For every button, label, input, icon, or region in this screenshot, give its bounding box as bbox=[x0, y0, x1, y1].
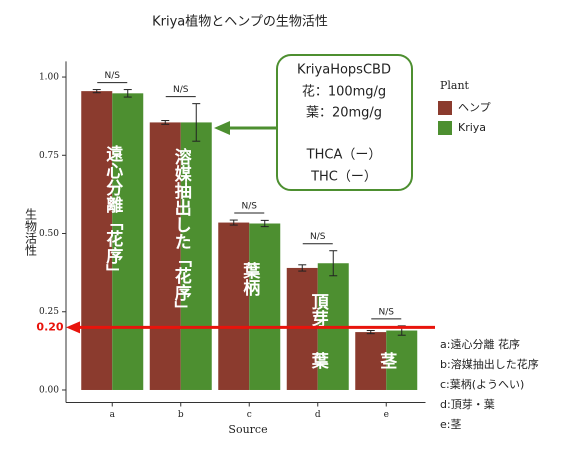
note: c:葉柄(ようへい) bbox=[440, 377, 524, 391]
significance-label: N/S bbox=[310, 232, 326, 242]
x-axis-label: Source bbox=[228, 423, 267, 436]
callout-text: THCA（ー） bbox=[306, 148, 382, 163]
bar-label: 葉柄 bbox=[239, 261, 261, 297]
legend-title: Plant bbox=[440, 79, 470, 92]
y-tick-label: 1.00 bbox=[39, 73, 59, 83]
legend-swatch bbox=[438, 121, 452, 135]
callout-text: 花：100mg/g bbox=[302, 84, 386, 100]
chart-title: Kriya植物とヘンプの生物活性 bbox=[152, 15, 328, 30]
legend-label: ヘンプ bbox=[458, 101, 491, 114]
significance-label: N/S bbox=[242, 202, 258, 212]
note: a:遠心分離 花序 bbox=[440, 337, 520, 351]
callout-text: 葉：20mg/g bbox=[306, 106, 382, 121]
reference-label: 0.20 bbox=[36, 320, 63, 333]
significance-label: N/S bbox=[173, 85, 189, 95]
y-tick-label: 0.50 bbox=[39, 229, 59, 239]
bar-label: 溶媒抽出した「花序」 bbox=[171, 147, 192, 318]
significance-label: N/S bbox=[379, 307, 395, 317]
bar bbox=[112, 93, 144, 390]
bar bbox=[286, 267, 318, 390]
y-axis-label: 生物活性 bbox=[24, 208, 38, 257]
legend-label: Kriya bbox=[458, 121, 486, 134]
bar bbox=[355, 332, 387, 390]
callout-box bbox=[276, 54, 413, 191]
bar bbox=[218, 222, 250, 390]
x-tick-label: c bbox=[247, 410, 252, 420]
significance-label: N/S bbox=[105, 71, 121, 81]
x-tick-label: d bbox=[315, 410, 321, 420]
y-tick-label: 0.00 bbox=[39, 385, 59, 395]
bar bbox=[180, 122, 212, 390]
bar bbox=[249, 223, 281, 390]
x-tick-label: b bbox=[178, 410, 184, 420]
bar-label: 遠心分離「花序」 bbox=[102, 145, 123, 281]
callout-text: KriyaHopsCBD bbox=[297, 63, 391, 78]
note: b:溶媒抽出した花序 bbox=[440, 357, 539, 371]
callout-arrowhead bbox=[214, 121, 230, 135]
y-tick-label: 0.25 bbox=[39, 307, 59, 317]
bar-label: 茎 bbox=[376, 352, 397, 369]
reference-arrowhead bbox=[66, 321, 80, 334]
note: e:茎 bbox=[440, 418, 461, 431]
note: d:頂芽・葉 bbox=[440, 397, 495, 411]
bar bbox=[81, 91, 113, 390]
bar bbox=[149, 122, 181, 390]
legend-swatch bbox=[438, 101, 452, 115]
bar bbox=[386, 330, 418, 390]
y-tick-label: 0.75 bbox=[39, 151, 59, 161]
x-tick-label: e bbox=[384, 410, 389, 420]
callout-text: THC（ー） bbox=[310, 170, 377, 185]
bar-label: 葉 bbox=[308, 351, 330, 370]
bar-label: 頂芽 bbox=[308, 293, 329, 328]
x-tick-label: a bbox=[110, 410, 116, 420]
